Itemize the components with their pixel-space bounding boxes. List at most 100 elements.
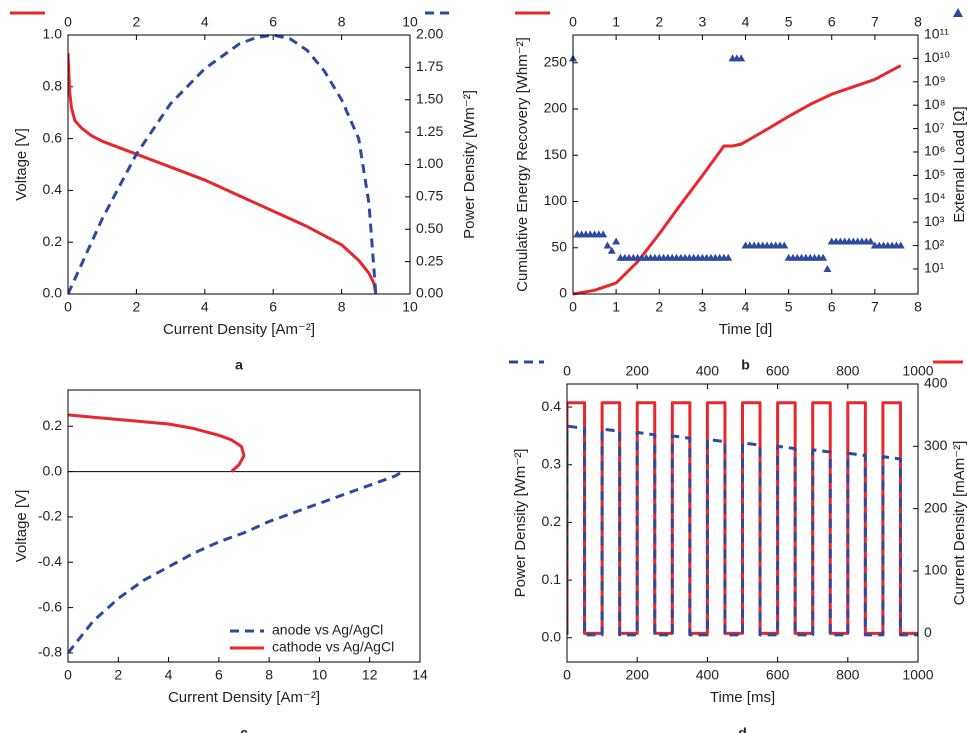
x-axis-label: Current Density [Am⁻²] <box>168 689 320 706</box>
y2-tick-label: 10¹⁰ <box>924 49 950 65</box>
panel-caption: c <box>240 725 248 733</box>
panel-caption: d <box>738 725 747 733</box>
x2-tick-label: 4 <box>201 14 209 30</box>
y-tick-label: 0.2 <box>542 513 562 529</box>
x-tick-label: 8 <box>265 667 273 683</box>
load-marker <box>607 246 616 254</box>
x-tick-label: 4 <box>742 299 750 315</box>
x-tick-label: 1 <box>612 299 620 315</box>
plot-frame <box>67 389 421 663</box>
x-tick-label: 6 <box>215 667 223 683</box>
y-tick-label: 100 <box>544 192 568 208</box>
legend-label: anode vs Ag/AgCl <box>272 622 383 638</box>
y2-tick-label: 0.75 <box>416 188 443 204</box>
load-marker <box>737 54 746 62</box>
x-tick-label: 4 <box>165 667 173 683</box>
y2-tick-label: 300 <box>924 437 948 453</box>
y2-tick-label: 0.50 <box>416 220 443 236</box>
y-tick-label: -0.2 <box>38 508 62 524</box>
series-line <box>567 424 918 637</box>
x2-tick-label: 1 <box>612 14 620 30</box>
load-marker <box>896 241 905 249</box>
y-tick-label: 0.0 <box>43 285 63 301</box>
y-tick-label: 0.0 <box>542 628 562 644</box>
x2-tick-label: 0 <box>569 14 577 30</box>
y2-tick-label: 400 <box>924 375 948 391</box>
x-tick-label: 6 <box>828 299 836 315</box>
x2-tick-label: 6 <box>828 14 836 30</box>
x-tick-label: 12 <box>362 667 378 683</box>
x2-tick-label: 0 <box>64 14 72 30</box>
y2-tick-label: 10⁸ <box>924 96 946 112</box>
x-tick-label: 800 <box>836 667 860 683</box>
plot-frame <box>566 383 919 663</box>
y-axis-label: Voltage [V] <box>13 128 30 201</box>
y2-tick-label: 1.50 <box>416 90 443 106</box>
x-tick-label: 2 <box>655 299 663 315</box>
y2-tick-label: 0.00 <box>416 285 443 301</box>
x-tick-label: 10 <box>402 299 418 315</box>
x2-tick-label: 4 <box>742 14 750 30</box>
x2-tick-label: 2 <box>133 14 141 30</box>
y2-tick-label: 0.25 <box>416 252 443 268</box>
series-line <box>68 53 378 295</box>
x2-tick-label: 10 <box>402 14 418 30</box>
load-marker <box>819 253 828 261</box>
y2-tick-label: 10⁹ <box>924 72 946 88</box>
y-tick-label: 200 <box>544 100 568 116</box>
y2-tick-label: 1.25 <box>416 123 443 139</box>
y-tick-label: 150 <box>544 146 568 162</box>
x2-tick-label: 600 <box>766 363 790 379</box>
y-tick-label: 0.3 <box>542 455 562 471</box>
series-line <box>68 470 404 654</box>
series-line <box>68 33 378 295</box>
y-tick-label: 0.8 <box>43 78 63 94</box>
x2-tick-label: 3 <box>698 14 706 30</box>
load-marker <box>866 237 875 245</box>
x2-tick-label: 800 <box>836 363 860 379</box>
y-tick-label: 0.6 <box>43 129 63 145</box>
x-tick-label: 1000 <box>902 667 933 683</box>
x-tick-label: 0 <box>563 667 571 683</box>
x-axis-label: Current Density [Am⁻²] <box>163 321 315 338</box>
x-tick-label: 0 <box>64 667 72 683</box>
y-tick-label: 0.4 <box>43 181 63 197</box>
y2-tick-label: 10³ <box>924 213 945 229</box>
y-tick-label: -0.4 <box>38 553 62 569</box>
series-line <box>573 64 902 296</box>
y2-tick-label: 10⁶ <box>924 143 945 159</box>
x2-tick-label: 400 <box>696 363 720 379</box>
y2-tick-label: 2.00 <box>416 26 443 42</box>
x-tick-label: 4 <box>201 299 209 315</box>
load-marker <box>603 241 612 249</box>
y2-tick-label: 10⁵ <box>924 166 945 182</box>
x-tick-label: 2 <box>133 299 141 315</box>
y-tick-label: 0.0 <box>43 462 63 478</box>
y2-axis-label: External Load [Ω] <box>951 106 967 222</box>
y-tick-label: 0.2 <box>43 233 63 249</box>
legend-label: cathode vs Ag/AgCl <box>272 639 394 655</box>
x-tick-label: 8 <box>914 299 922 315</box>
y-axis-label: Cumulative Energy Recovery [Whm⁻²] <box>514 37 531 292</box>
x-axis-label: Time [d] <box>719 321 773 338</box>
x2-tick-label: 200 <box>626 363 650 379</box>
y2-tick-label: 10² <box>924 236 945 252</box>
x2-tick-label: 8 <box>914 14 922 30</box>
x2-tick-label: 8 <box>338 14 346 30</box>
y-tick-label: -0.8 <box>38 644 62 660</box>
y2-axis-label: Current Density [mAm⁻²] <box>951 441 967 606</box>
x-tick-label: 3 <box>698 299 706 315</box>
x-tick-label: 7 <box>871 299 879 315</box>
y2-tick-label: 10¹¹ <box>924 26 949 42</box>
y-tick-label: 0.1 <box>542 571 562 587</box>
load-marker <box>612 237 621 245</box>
y2-tick-label: 10¹ <box>924 260 945 276</box>
y-tick-label: 0.4 <box>542 398 562 414</box>
series-line <box>68 413 246 473</box>
y-tick-label: -0.6 <box>38 598 62 614</box>
y2-axis-label: Power Density [Wm⁻²] <box>461 90 478 239</box>
y-axis-label: Power Density [Wm⁻²] <box>512 449 529 598</box>
x-tick-label: 14 <box>412 667 428 683</box>
x-tick-label: 0 <box>569 299 577 315</box>
